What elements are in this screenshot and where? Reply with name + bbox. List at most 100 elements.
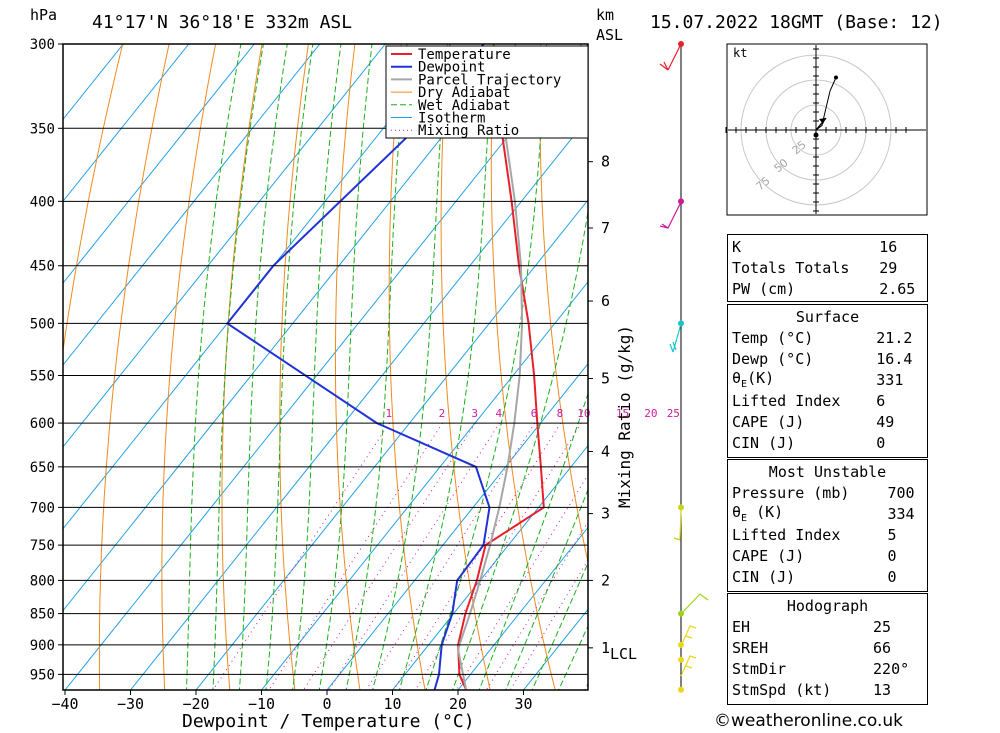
isotherm-line: [63, 44, 517, 612]
dry-adiabat-line: [388, 44, 426, 690]
dry-adiabat-line: [490, 44, 556, 690]
hodograph-table-title: Hodograph: [786, 596, 869, 615]
wet-adiabat-line: [505, 488, 588, 690]
wet-adiabat-line: [531, 561, 588, 690]
wet-adiabat-line: [452, 208, 588, 690]
wet-adiabat-line: [372, 44, 448, 690]
unstable-li-label: Lifted Index: [732, 525, 841, 544]
hodograph-trace: [815, 77, 837, 131]
pw-value: 2.65: [879, 279, 916, 298]
pressure-tick-label: 550: [30, 368, 55, 384]
legend-box: [385, 45, 589, 139]
dry-adiabat-line: [63, 44, 124, 354]
totals-label: Totals Totals: [732, 258, 850, 277]
pressure-tick-label: 850: [30, 607, 55, 623]
mixing-ratio-line: [268, 422, 444, 690]
pressure-tick-label: 950: [30, 667, 55, 683]
sreh-label: SREH: [732, 638, 769, 657]
wet-adiabat-line: [186, 44, 242, 690]
eh-value: 25: [873, 617, 892, 636]
wind-profile: [659, 41, 709, 693]
plot-frame: [62, 43, 589, 691]
pressure-tick-label: 600: [30, 416, 55, 432]
dry-adiabat-line: [539, 44, 588, 565]
stmspd-value: 13: [873, 680, 892, 699]
isotherm-line: [0, 44, 58, 690]
isotherm-line: [130, 117, 588, 690]
mixing-ratio-line: [212, 422, 390, 690]
pressure-tick-label: 800: [30, 573, 55, 589]
dry-adiabat-line: [959, 44, 1000, 691]
temperature-tick-label: 30: [514, 695, 532, 713]
unstable-title: Most Unstable: [768, 462, 887, 481]
unstable-li-value: 5: [887, 525, 897, 544]
isotherm-line: [195, 199, 588, 690]
surface-cape-value: 49: [876, 412, 895, 431]
legend-entry: Isotherm: [418, 111, 485, 127]
unstable-pressure-value: 700: [887, 483, 915, 502]
legend-entry: Mixing Ratio: [418, 123, 519, 139]
wind-level-dot: [678, 504, 684, 511]
wind-level-dot: [678, 656, 684, 663]
surface-theta-label: θE(K): [732, 369, 775, 390]
mixing-ratio-label: 1: [386, 407, 393, 420]
height-tick-label: 6: [601, 292, 610, 310]
dry-adiabat-line: [440, 44, 491, 690]
dry-adiabat-line: [221, 44, 263, 690]
k-label: K: [732, 237, 742, 256]
wind-level-dot: [678, 198, 684, 205]
pressure-tick-label: 700: [30, 500, 55, 516]
dry-adiabat-line: [161, 44, 217, 690]
height-tick-label: 2: [601, 571, 610, 589]
legend-entry: Wet Adiabat: [418, 98, 511, 114]
surface-cin-value: 0: [876, 433, 886, 452]
isotherm-line: [63, 44, 190, 203]
dry-adiabat-line: [334, 44, 361, 690]
pressure-tick-label: 900: [30, 638, 55, 654]
wet-adiabat-line: [425, 44, 548, 690]
k-value: 16: [879, 237, 898, 256]
storm-motion-arrowhead: [819, 118, 827, 125]
surface-cape-label: CAPE (J): [732, 412, 805, 431]
surface-box: Surface Temp (°C) 21.2 Dewp (°C) 16.4 θE(K…: [727, 304, 928, 458]
dry-adiabat-line: [98, 44, 170, 690]
mixing-ratio-label: 10: [577, 407, 590, 420]
temperature-tick-label: −10: [248, 695, 275, 713]
copyright-footer: ©weatheronline.co.uk: [714, 711, 904, 731]
mixing-ratio-label: 6: [531, 407, 538, 420]
temperature-tick-label: 0: [322, 695, 331, 713]
profile-lines: [225, 44, 545, 690]
unstable-theta-label: θE (K): [732, 503, 784, 524]
wind-barb: [659, 43, 682, 71]
wet-adiabat-line: [398, 44, 494, 690]
wet-adiabat-line: [557, 624, 588, 690]
stmspd-label: StmSpd (kt): [732, 680, 832, 699]
hodograph-origin-dot: [813, 132, 819, 138]
surface-cin-label: CIN (J): [732, 433, 796, 452]
legend-entry: Dewpoint: [418, 60, 485, 76]
unstable-cape-value: 0: [887, 546, 897, 565]
location-title: 41°17'N 36°18'E 332m ASL: [92, 12, 352, 33]
mixing-ratio-label: 2: [439, 407, 446, 420]
wind-barb: [659, 201, 682, 229]
isotherm-line: [63, 44, 255, 284]
legend-entry: Temperature: [418, 47, 511, 63]
legend-entry: Parcel Trajectory: [418, 72, 561, 88]
height-tick-label: 3: [601, 505, 610, 523]
mixing-ratio-label: 3: [471, 407, 478, 420]
pressure-tick-label: 350: [30, 121, 55, 137]
height-tick-label: 5: [601, 369, 610, 387]
isotherm-line: [63, 44, 124, 121]
mixing-ratio-line: [414, 422, 582, 690]
wind-barb: [680, 655, 697, 677]
x-axis-label: Dewpoint / Temperature (°C): [182, 711, 475, 732]
pw-label: PW (cm): [732, 279, 796, 298]
most-unstable-box: Most Unstable Pressure (mb) 700 θE (K) 334…: [727, 459, 928, 592]
height-tick-label: 8: [601, 153, 610, 171]
wind-level-dot: [678, 686, 684, 693]
totals-value: 29: [879, 258, 898, 277]
mixing-ratio-line: [302, 422, 476, 690]
lcl-label: LCL: [610, 645, 637, 663]
wind-barb: [680, 593, 709, 615]
